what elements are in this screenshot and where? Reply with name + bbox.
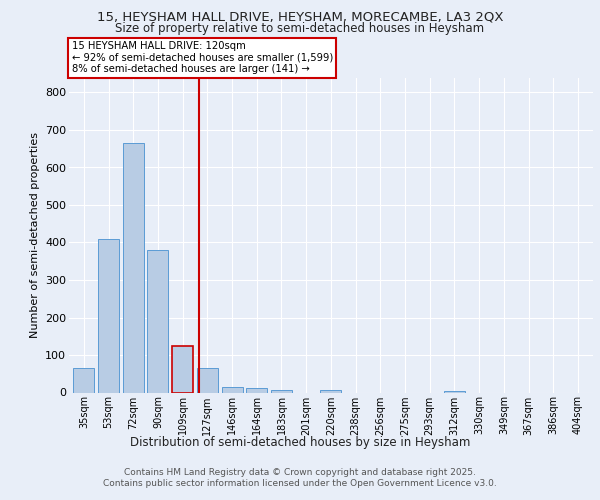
Bar [123,143,144,392]
Bar [221,387,242,392]
Text: 15, HEYSHAM HALL DRIVE, HEYSHAM, MORECAMBE, LA3 2QX: 15, HEYSHAM HALL DRIVE, HEYSHAM, MORECAM… [97,11,503,24]
Text: Contains public sector information licensed under the Open Government Licence v3: Contains public sector information licen… [103,479,497,488]
Bar [320,390,341,392]
Bar [197,368,218,392]
Text: Distribution of semi-detached houses by size in Heysham: Distribution of semi-detached houses by … [130,436,470,449]
Bar [73,368,94,392]
Y-axis label: Number of semi-detached properties: Number of semi-detached properties [29,132,40,338]
Text: 15 HEYSHAM HALL DRIVE: 120sqm
← 92% of semi-detached houses are smaller (1,599)
: 15 HEYSHAM HALL DRIVE: 120sqm ← 92% of s… [71,41,333,74]
Bar [246,388,267,392]
Text: Size of property relative to semi-detached houses in Heysham: Size of property relative to semi-detach… [115,22,485,35]
Bar [172,346,193,393]
Bar [98,239,119,392]
Bar [444,390,465,392]
Bar [271,390,292,392]
Bar [148,250,169,392]
Text: Contains HM Land Registry data © Crown copyright and database right 2025.: Contains HM Land Registry data © Crown c… [124,468,476,477]
